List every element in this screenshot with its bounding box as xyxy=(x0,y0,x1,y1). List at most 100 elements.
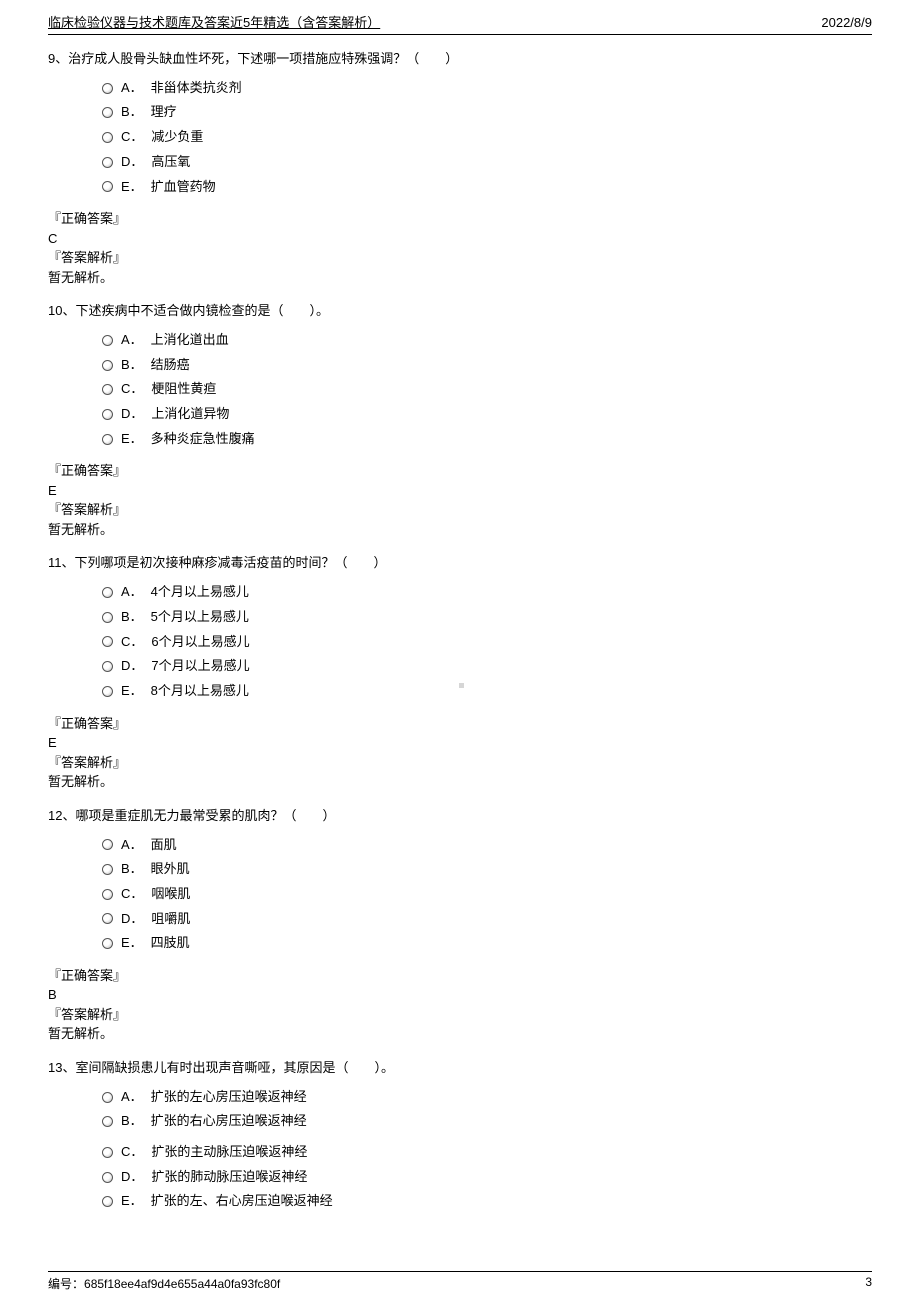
options-list: A． 扩张的左心房压迫喉返神经 B． 扩张的右心房压迫喉返神经 C． 扩张的主动脉压迫… xyxy=(48,1085,872,1214)
analysis-text: 暂无解析。 xyxy=(48,772,872,792)
radio-icon[interactable] xyxy=(102,587,113,598)
radio-icon[interactable] xyxy=(102,409,113,420)
radio-icon[interactable] xyxy=(102,612,113,623)
question-text: 10、下述疾病中不适合做内镜检查的是（ ）。 xyxy=(48,301,872,322)
option-c[interactable]: C．6个月以上易感儿 xyxy=(102,630,872,655)
radio-icon[interactable] xyxy=(102,1196,113,1207)
option-c[interactable]: C．咽喉肌 xyxy=(102,882,872,907)
option-letter: D． xyxy=(121,654,143,679)
option-c[interactable]: C． 扩张的主动脉压迫喉返神经 xyxy=(102,1140,872,1165)
option-text: 面肌 xyxy=(151,833,177,858)
radio-icon[interactable] xyxy=(102,335,113,346)
radio-icon[interactable] xyxy=(102,839,113,850)
option-letter: A． xyxy=(121,833,143,858)
radio-icon[interactable] xyxy=(102,938,113,949)
radio-icon[interactable] xyxy=(102,889,113,900)
option-text: 4个月以上易感儿 xyxy=(151,580,249,605)
option-c[interactable]: C．减少负重 xyxy=(102,125,872,150)
option-letter: D． xyxy=(121,150,143,175)
option-a[interactable]: A．4个月以上易感儿 xyxy=(102,580,872,605)
option-letter: C． xyxy=(121,377,143,402)
option-text: 扩张的右心房压迫喉返神经 xyxy=(151,1109,307,1134)
option-b[interactable]: B． 结肠癌 xyxy=(102,353,872,378)
radio-icon[interactable] xyxy=(102,132,113,143)
option-b[interactable]: B．眼外肌 xyxy=(102,857,872,882)
option-text: 扩张的左心房压迫喉返神经 xyxy=(151,1085,307,1110)
question-text: 12、哪项是重症肌无力最常受累的肌肉？（ ） xyxy=(48,806,872,827)
radio-icon[interactable] xyxy=(102,384,113,395)
option-text: 7个月以上易感儿 xyxy=(151,654,249,679)
option-e[interactable]: E． 扩血管药物 xyxy=(102,175,872,200)
option-e[interactable]: E．多种炎症急性腹痛 xyxy=(102,427,872,452)
option-d[interactable]: D． 7个月以上易感儿 xyxy=(102,654,872,679)
option-text: 非甾体类抗炎剂 xyxy=(151,76,242,101)
correct-answer-label: 『正确答案』 xyxy=(48,714,872,734)
option-letter: D． xyxy=(121,402,143,427)
page-footer: 编号：685f18ee4af9d4e655a44a0fa93fc80f 3 xyxy=(48,1271,872,1292)
answer-value: E xyxy=(48,481,872,501)
option-text: 扩张的主动脉压迫喉返神经 xyxy=(151,1140,307,1165)
option-text: 咀嚼肌 xyxy=(151,907,190,932)
radio-icon[interactable] xyxy=(102,83,113,94)
option-letter: E． xyxy=(121,175,143,200)
radio-icon[interactable] xyxy=(102,1147,113,1158)
option-a[interactable]: A．非甾体类抗炎剂 xyxy=(102,76,872,101)
option-letter: E． xyxy=(121,679,143,704)
footer-id-label: 编号： xyxy=(48,1277,84,1291)
radio-icon[interactable] xyxy=(102,636,113,647)
question-13: 13、室间隔缺损患儿有时出现声音嘶哑，其原因是（ ）。 A．扩张的左心房压迫喉返… xyxy=(48,1058,872,1214)
radio-icon[interactable] xyxy=(102,107,113,118)
radio-icon[interactable] xyxy=(102,181,113,192)
options-list: A．非甾体类抗炎剂 B．理疗 C．减少负重 D． 高压氧 E． 扩血管药物 xyxy=(48,76,872,199)
option-letter: B． xyxy=(121,1109,143,1134)
radio-icon[interactable] xyxy=(102,1172,113,1183)
option-d[interactable]: D． 上消化道异物 xyxy=(102,402,872,427)
option-text: 高压氧 xyxy=(151,150,190,175)
footer-id: 编号：685f18ee4af9d4e655a44a0fa93fc80f xyxy=(48,1275,280,1292)
analysis-text: 暂无解析。 xyxy=(48,520,872,540)
option-a[interactable]: A．上消化道出血 xyxy=(102,328,872,353)
center-marker-icon xyxy=(459,683,464,688)
option-e[interactable]: E．扩张的左、右心房压迫喉返神经 xyxy=(102,1189,872,1214)
option-text: 8个月以上易感儿 xyxy=(151,679,249,704)
option-text: 扩张的左、右心房压迫喉返神经 xyxy=(151,1189,333,1214)
option-b[interactable]: B． 扩张的右心房压迫喉返神经 xyxy=(102,1109,872,1134)
option-e[interactable]: E． 8个月以上易感儿 xyxy=(102,679,872,704)
option-b[interactable]: B．理疗 xyxy=(102,100,872,125)
radio-icon[interactable] xyxy=(102,1116,113,1127)
option-text: 扩血管药物 xyxy=(151,175,216,200)
footer-page-number: 3 xyxy=(865,1275,872,1292)
option-letter: B． xyxy=(121,100,143,125)
option-d[interactable]: D． 高压氧 xyxy=(102,150,872,175)
option-e[interactable]: E．四肢肌 xyxy=(102,931,872,956)
option-text: 6个月以上易感儿 xyxy=(151,630,249,655)
radio-icon[interactable] xyxy=(102,864,113,875)
option-letter: C． xyxy=(121,125,143,150)
analysis-label: 『答案解析』 xyxy=(48,500,872,520)
radio-icon[interactable] xyxy=(102,1092,113,1103)
option-letter: A． xyxy=(121,1085,143,1110)
option-text: 结肠癌 xyxy=(151,353,190,378)
option-d[interactable]: D．咀嚼肌 xyxy=(102,907,872,932)
option-text: 5个月以上易感儿 xyxy=(151,605,249,630)
option-a[interactable]: A． 面肌 xyxy=(102,833,872,858)
radio-icon[interactable] xyxy=(102,913,113,924)
option-a[interactable]: A． 扩张的左心房压迫喉返神经 xyxy=(102,1085,872,1110)
option-letter: C． xyxy=(121,1140,143,1165)
radio-icon[interactable] xyxy=(102,157,113,168)
option-text: 上消化道出血 xyxy=(151,328,229,353)
option-c[interactable]: C．梗阻性黄疸 xyxy=(102,377,872,402)
option-letter: B． xyxy=(121,353,143,378)
radio-icon[interactable] xyxy=(102,661,113,672)
analysis-label: 『答案解析』 xyxy=(48,753,872,773)
option-text: 上消化道异物 xyxy=(151,402,229,427)
header-title: 临床检验仪器与技术题库及答案近5年精选（含答案解析） xyxy=(48,12,380,31)
question-9: 9、治疗成人股骨头缺血性坏死，下述哪一项措施应特殊强调？（ ） A．非甾体类抗炎… xyxy=(48,49,872,199)
header-date: 2022/8/9 xyxy=(821,15,872,30)
option-b[interactable]: B．5个月以上易感儿 xyxy=(102,605,872,630)
radio-icon[interactable] xyxy=(102,434,113,445)
analysis-text: 暂无解析。 xyxy=(48,268,872,288)
radio-icon[interactable] xyxy=(102,360,113,371)
option-d[interactable]: D．扩张的肺动脉压迫喉返神经 xyxy=(102,1165,872,1190)
radio-icon[interactable] xyxy=(102,686,113,697)
